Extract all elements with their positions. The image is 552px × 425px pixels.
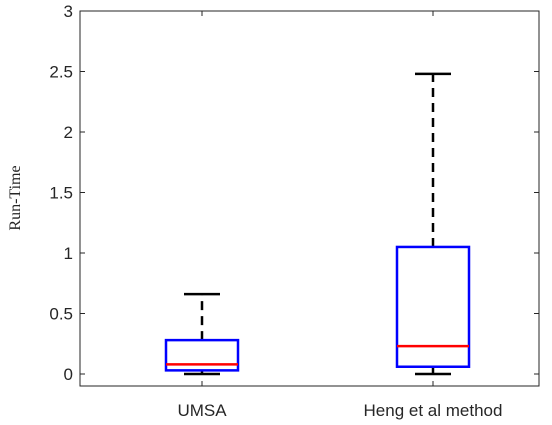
boxes: [164, 72, 471, 376]
iqr-box: [395, 245, 471, 368]
y-tick-label: 3: [64, 2, 73, 21]
y-tick-label: 2: [64, 123, 73, 142]
y-tick-label: 1.5: [49, 184, 73, 203]
y-ticks: 0 0.5 1 1.5 2 2.5 3: [49, 2, 539, 384]
y-axis-title: Run-Time: [7, 165, 24, 230]
y-tick-label: 2.5: [49, 63, 73, 82]
box-1: [395, 72, 471, 376]
y-tick-label: 1: [64, 244, 73, 263]
y-tick-label: 0: [64, 365, 73, 384]
y-tick-label: 0.5: [49, 305, 73, 324]
x-labels: UMSA Heng et al method: [177, 401, 502, 420]
axes: [79, 10, 540, 387]
x-category-label: Heng et al method: [364, 401, 503, 420]
x-category-label: UMSA: [177, 401, 227, 420]
box-0: [164, 292, 240, 376]
iqr-box: [164, 338, 240, 372]
plot-frame: [79, 10, 540, 387]
